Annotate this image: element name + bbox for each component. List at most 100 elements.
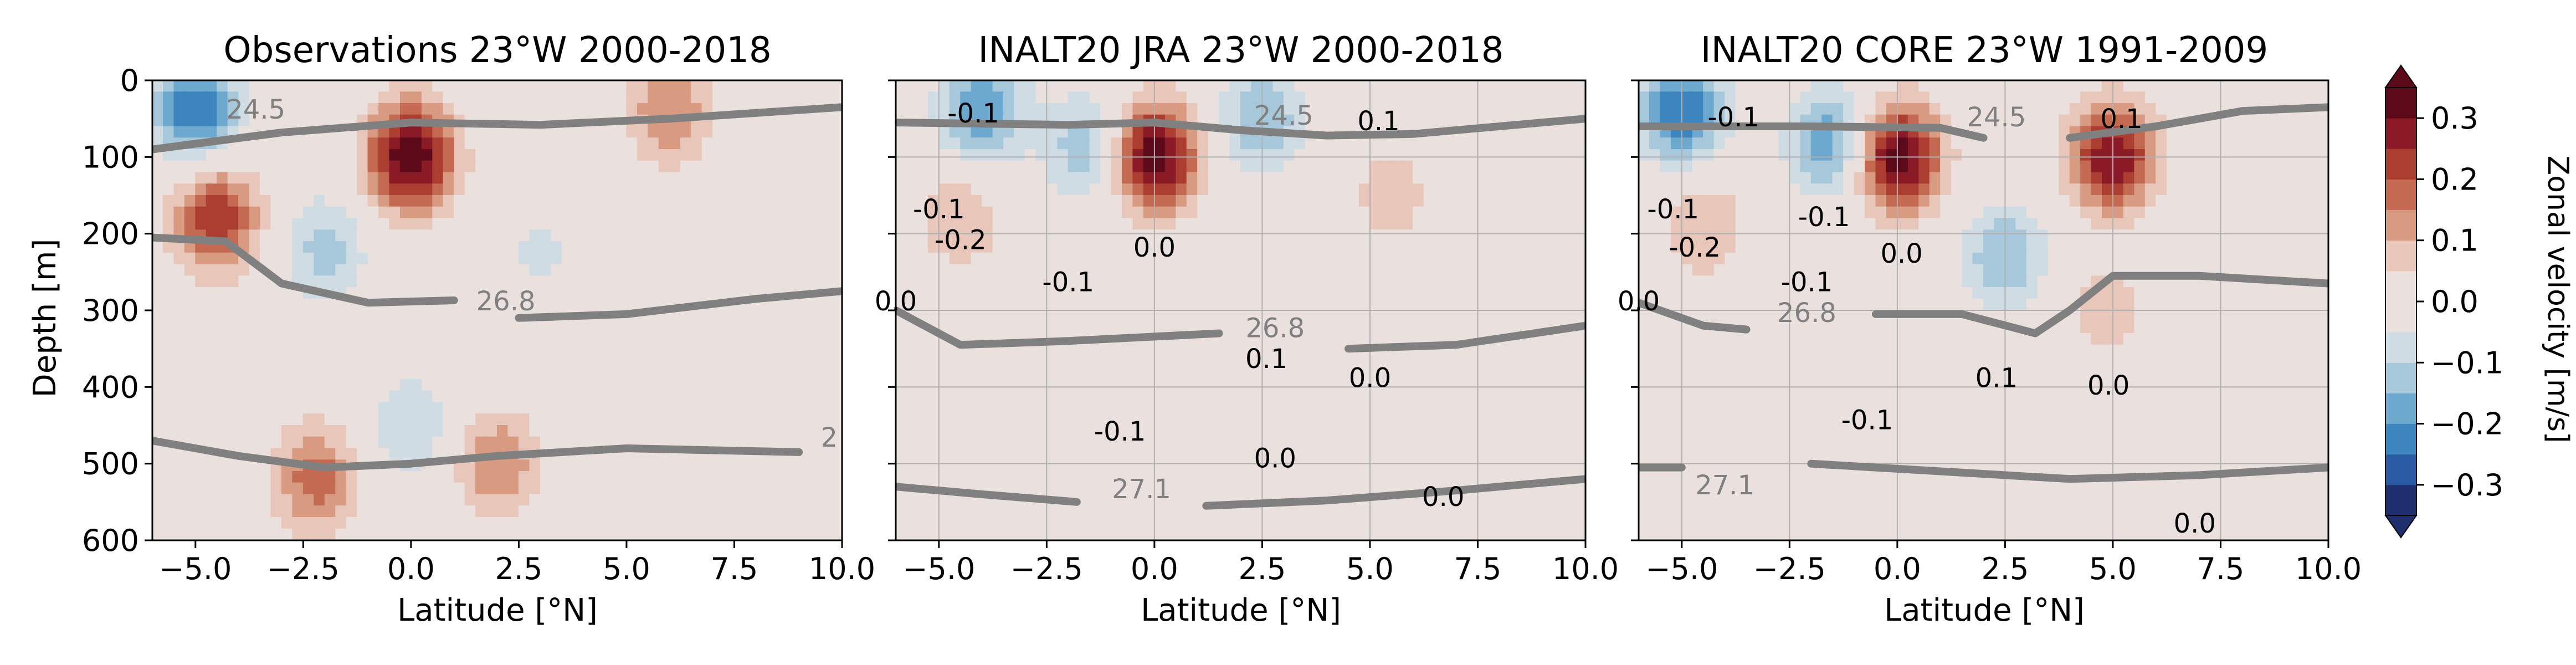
velocity-cell (464, 356, 476, 369)
velocity-cell (1294, 229, 1306, 242)
velocity-cell (1510, 103, 1521, 115)
velocity-cell (1326, 367, 1338, 380)
velocity-cell (701, 517, 714, 529)
velocity-cell (260, 275, 271, 288)
velocity-cell (583, 80, 595, 93)
velocity-cell (260, 195, 271, 207)
velocity-cell (572, 379, 584, 391)
velocity-cell (206, 367, 218, 380)
velocity-cell (486, 91, 497, 104)
velocity-cell (1477, 229, 1489, 242)
velocity-cell (1542, 379, 1554, 391)
velocity-cell (378, 218, 390, 231)
velocity-cell (1035, 160, 1047, 173)
velocity-cell (927, 183, 940, 196)
velocity-cell (604, 321, 616, 334)
velocity-cell (314, 241, 325, 253)
velocity-cell (1553, 229, 1564, 242)
velocity-cell (314, 471, 325, 483)
velocity-cell (1574, 103, 1585, 115)
velocity-cell (1402, 379, 1414, 391)
velocity-cell (1014, 80, 1025, 93)
velocity-cell (421, 482, 433, 495)
velocity-cell (497, 505, 509, 518)
velocity-cell (572, 137, 584, 150)
velocity-cell (486, 218, 497, 231)
velocity-cell (701, 390, 714, 403)
velocity-cell (1024, 275, 1036, 288)
velocity-cell (486, 298, 497, 311)
velocity-cell (1326, 356, 1338, 369)
velocity-cell (195, 114, 207, 127)
velocity-cell (1369, 333, 1381, 345)
velocity-cell (971, 172, 983, 185)
velocity-cell (1079, 229, 1090, 242)
velocity-cell (1348, 80, 1359, 93)
velocity-cell (1143, 310, 1155, 323)
velocity-cell (260, 183, 271, 196)
velocity-cell (1413, 218, 1424, 231)
velocity-cell (1240, 103, 1252, 115)
velocity-cell (992, 241, 1004, 253)
velocity-cell (1079, 459, 1090, 472)
velocity-cell (831, 252, 842, 265)
velocity-cell (270, 287, 282, 299)
velocity-cell (410, 80, 422, 93)
velocity-cell (971, 402, 983, 415)
velocity-cell (357, 379, 368, 391)
velocity-cell (1208, 379, 1220, 391)
velocity-cell (260, 80, 271, 93)
velocity-cell (302, 528, 315, 540)
velocity-cell (1305, 183, 1317, 196)
velocity-cell (540, 160, 552, 173)
velocity-cell (1164, 183, 1177, 196)
velocity-cell (173, 103, 185, 115)
velocity-cell (712, 425, 724, 437)
velocity-cell (378, 505, 390, 518)
velocity-cell (1154, 482, 1166, 495)
velocity-cell (626, 390, 638, 403)
velocity-cell (561, 413, 573, 426)
velocity-cell (152, 310, 163, 323)
velocity-cell (1057, 264, 1069, 277)
velocity-cell (831, 91, 842, 104)
velocity-cell (152, 264, 163, 277)
velocity-cell (572, 321, 584, 334)
velocity-cell (960, 436, 972, 449)
velocity-cell (173, 172, 185, 185)
velocity-cell (949, 436, 961, 449)
velocity-cell (443, 137, 455, 150)
velocity-cell (1154, 298, 1166, 311)
velocity-cell (410, 287, 422, 299)
velocity-cell (399, 252, 412, 265)
velocity-cell (723, 91, 735, 104)
velocity-cell (389, 494, 401, 507)
velocity-cell (551, 126, 562, 139)
velocity-cell (960, 425, 972, 437)
velocity-cell (658, 287, 670, 299)
velocity-cell (745, 149, 756, 161)
velocity-cell (906, 333, 918, 345)
velocity-cell (454, 137, 465, 150)
velocity-cell (173, 310, 185, 323)
velocity-cell (960, 321, 972, 334)
velocity-cell (1068, 149, 1080, 161)
velocity-cell (1477, 310, 1489, 323)
velocity-cell (367, 252, 379, 265)
velocity-cell (1391, 310, 1403, 323)
velocity-cell (475, 321, 487, 334)
velocity-cell (173, 160, 185, 173)
velocity-cell (1413, 448, 1424, 461)
velocity-cell (1186, 103, 1198, 115)
velocity-cell (1380, 218, 1392, 231)
velocity-cell (173, 402, 185, 415)
velocity-cell (1143, 252, 1155, 265)
velocity-cell (238, 172, 250, 185)
velocity-cell (1466, 287, 1478, 299)
velocity-cell (1445, 287, 1457, 299)
velocity-cell (572, 344, 584, 357)
velocity-cell (701, 482, 714, 495)
velocity-cell (572, 494, 584, 507)
velocity-cell (1208, 436, 1220, 449)
velocity-cell (486, 252, 497, 265)
